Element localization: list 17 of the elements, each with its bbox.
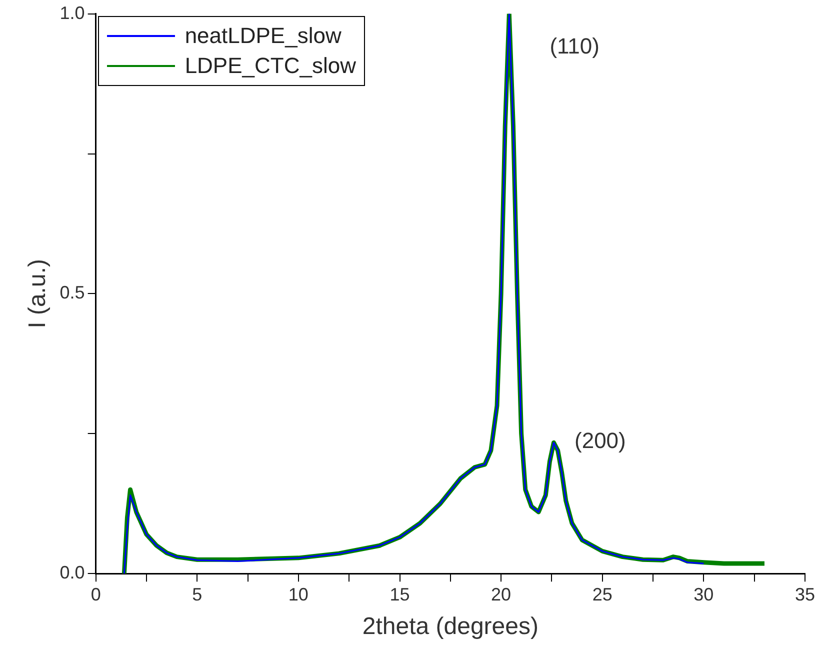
x-axis-title: 2theta (degrees) <box>362 613 538 640</box>
x-tick-label: 15 <box>390 584 410 604</box>
y-tick-label: 0.0 <box>60 562 85 583</box>
y-axis-title: I (a.u.) <box>24 259 52 328</box>
x-tick-label: 35 <box>794 584 816 604</box>
x-tick-label: 5 <box>192 584 202 604</box>
legend-label: neatLDPE_slow <box>184 22 342 49</box>
y-tick-label: 1.0 <box>60 2 85 23</box>
x-tick-label: 20 <box>491 584 512 604</box>
x-tick-label: 10 <box>288 584 308 604</box>
annotation: (110) <box>550 33 600 58</box>
x-tick-label: 0 <box>90 584 101 604</box>
x-tick-label: 25 <box>592 584 612 604</box>
y-tick-label: 0.5 <box>60 282 85 303</box>
legend-label: LDPE_CTC_slow <box>184 52 356 79</box>
annotation: (200) <box>574 428 626 454</box>
x-tick-label: 30 <box>694 584 714 604</box>
